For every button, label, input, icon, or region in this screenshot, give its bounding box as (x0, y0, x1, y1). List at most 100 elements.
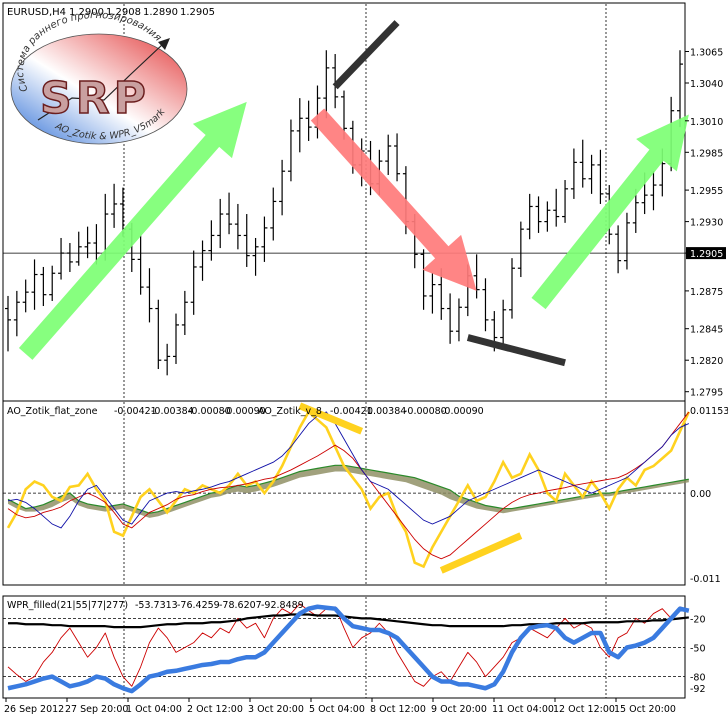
candle (394, 133, 401, 182)
wpr-series-slow_black (8, 613, 689, 629)
candle (447, 293, 454, 344)
candle (526, 193, 533, 240)
price-tick-label: 1.2795 (690, 388, 723, 399)
candle (252, 237, 259, 276)
candle (323, 50, 330, 119)
candle (296, 98, 303, 153)
candle (75, 231, 82, 266)
price-tick-label: 1.2905 (690, 249, 723, 260)
ao2-legend-v2: 0.00384 (367, 406, 406, 417)
time-label: 1 Oct 04:00 (126, 704, 182, 715)
time-label: 27 Sep 20:00 (65, 704, 128, 715)
candle (173, 313, 179, 364)
candle (535, 196, 542, 233)
time-label: 5 Oct 04:00 (309, 704, 365, 715)
candle (93, 224, 100, 265)
ao-tick-label: 0.01153 (690, 406, 728, 417)
wpr-indicator (3, 603, 690, 694)
level-bar (466, 334, 566, 367)
candle (261, 216, 268, 262)
candle (473, 254, 480, 299)
ao-legend-v1: -0.00421 (114, 406, 157, 417)
candle (517, 221, 524, 278)
ao-legend-name: AO_Zotik_flat_zone (7, 406, 98, 417)
candle (5, 295, 11, 352)
price-tick-label: 1.2985 (690, 148, 723, 159)
ohlc-open: 1.2900 (69, 7, 104, 18)
wpr-series-main_blue (7, 604, 690, 694)
level-bar (332, 20, 400, 90)
wpr-legend-v1: -53.7313 (135, 600, 178, 611)
candle (544, 201, 551, 232)
candle (615, 225, 622, 274)
candle (509, 258, 515, 319)
time-label: 15 Oct 20:00 (614, 704, 676, 715)
candle (270, 187, 277, 241)
wpr-panel[interactable] (2, 595, 686, 699)
candle (420, 249, 427, 310)
price-tick-label: 1.2820 (690, 356, 723, 367)
ohlc-low: 1.2890 (143, 7, 178, 18)
candle (588, 154, 595, 194)
candle (677, 50, 683, 128)
ao-series-main (6, 409, 691, 569)
logo-srp: SRP (40, 73, 150, 124)
symbol-label: EURUSD,H4 (7, 7, 66, 18)
candle (155, 299, 162, 370)
wpr-legend-v2: -76.4259 (177, 600, 220, 611)
wpr-tick-label: -50 (690, 644, 706, 655)
candle (632, 188, 639, 233)
time-label: 3 Oct 20:00 (248, 704, 304, 715)
ao2-legend-name: AO_Zotik_v_8 (258, 406, 322, 417)
price-axes: 1.3065 1.3040 1.3010 1.2985 1.2955 1.2930 1.29… (685, 48, 728, 695)
time-label: 26 Sep 2012 (4, 704, 64, 715)
bearish-arrow (310, 108, 477, 291)
time-label: 12 Oct 12:00 (553, 704, 615, 715)
candle (570, 148, 577, 199)
ao-series-signal_red (7, 411, 690, 560)
candle (429, 273, 436, 314)
price-tick-label: 1.3010 (690, 117, 723, 128)
candle (279, 159, 286, 216)
candle (305, 100, 312, 141)
wpr-tick-label: -92 (690, 684, 706, 695)
ao2-legend-v4: -0.00090 (441, 406, 484, 417)
candle (385, 134, 392, 175)
price-tick-label: 1.3040 (690, 79, 723, 90)
logo-ellipse (10, 33, 188, 145)
current-price-box (686, 247, 726, 260)
candle (482, 278, 489, 332)
logo-arrow-head (158, 38, 170, 50)
ao-legend-v3: -0.00080 (188, 406, 231, 417)
candle (597, 149, 604, 204)
wpr-tick-label: -20 (690, 614, 706, 625)
ao-level-bar (439, 532, 523, 574)
ohlc-high: 1.2908 (106, 7, 141, 18)
candle (111, 183, 118, 228)
candle (84, 226, 91, 259)
bullish-arrow (531, 114, 689, 310)
candle (287, 119, 294, 182)
candle (332, 54, 339, 109)
candle (455, 298, 462, 342)
wpr-legend-v3: -78.6207 (219, 600, 262, 611)
ao-band-edge (7, 464, 689, 514)
candle (562, 180, 569, 223)
candle (623, 212, 630, 270)
ao-legend-v2: -0.00384 (151, 406, 194, 417)
candle (226, 192, 233, 235)
ohlc-close: 1.2905 (180, 7, 215, 18)
candle (181, 290, 188, 335)
ao2-legend-v3: -0.00080 (404, 406, 447, 417)
ao-indicator (3, 402, 691, 574)
price-tick-label: 1.2875 (690, 287, 723, 298)
time-axis: 26 Sep 2012 27 Sep 20:001 Oct 04:00 2 Oct … (4, 698, 676, 715)
candle (164, 343, 171, 376)
bullish-arrow (18, 101, 247, 360)
candle (217, 198, 224, 249)
candle (500, 299, 507, 347)
wpr-legend-name: WPR_filled(21|55|77|277) (7, 600, 128, 611)
candle (31, 259, 38, 310)
